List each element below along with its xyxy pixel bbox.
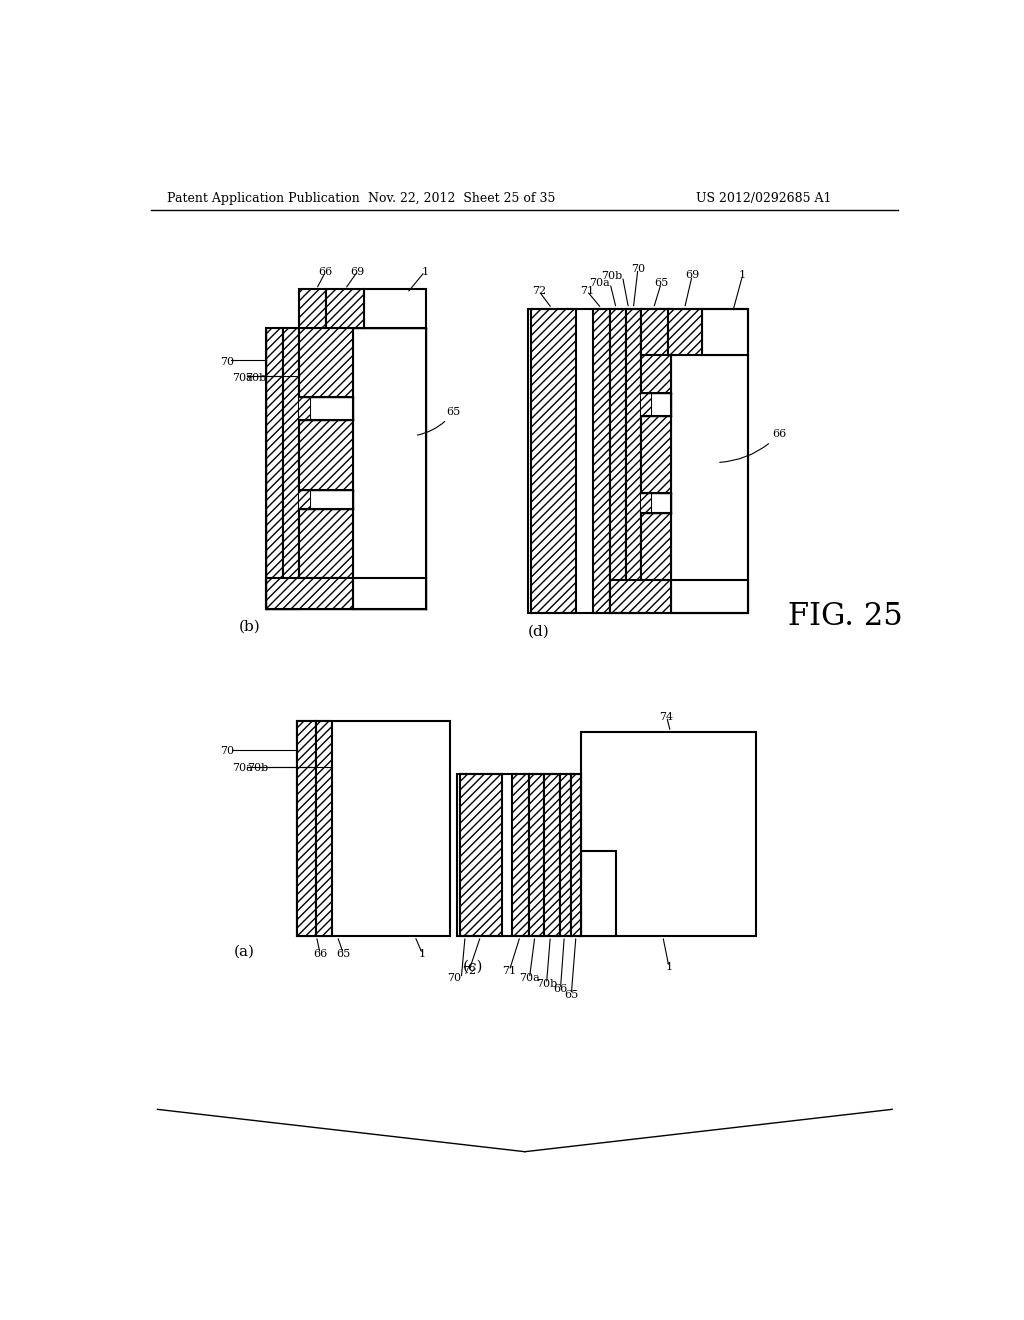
Bar xyxy=(352,578,426,609)
Text: 71: 71 xyxy=(502,966,516,975)
Bar xyxy=(582,851,616,936)
Bar xyxy=(641,494,651,512)
Bar xyxy=(571,775,582,936)
Bar xyxy=(528,309,748,612)
Text: 70a: 70a xyxy=(519,973,540,983)
Text: 70a: 70a xyxy=(589,279,610,288)
Bar xyxy=(641,512,671,581)
Bar xyxy=(299,420,352,490)
Bar xyxy=(528,775,544,936)
Text: 66: 66 xyxy=(313,949,328,958)
Text: 1: 1 xyxy=(421,267,428,277)
Bar xyxy=(326,289,365,327)
Bar xyxy=(641,494,651,512)
Text: 66: 66 xyxy=(318,267,333,277)
Bar xyxy=(582,733,756,936)
Bar xyxy=(316,721,332,936)
Text: 70a: 70a xyxy=(232,763,253,774)
Text: 69: 69 xyxy=(350,267,365,277)
Text: 66: 66 xyxy=(720,429,786,462)
Text: 70: 70 xyxy=(220,358,234,367)
Text: 65: 65 xyxy=(336,949,350,958)
Bar xyxy=(365,289,426,327)
Text: 70: 70 xyxy=(447,973,461,983)
Bar xyxy=(297,721,316,936)
Text: Patent Application Publication: Patent Application Publication xyxy=(167,191,360,205)
Text: 1: 1 xyxy=(739,271,746,280)
Text: US 2012/0292685 A1: US 2012/0292685 A1 xyxy=(695,191,831,205)
Bar xyxy=(671,355,748,612)
Text: 70a: 70a xyxy=(232,372,253,383)
Text: 70b: 70b xyxy=(536,979,557,989)
Bar xyxy=(626,309,641,612)
Text: 65: 65 xyxy=(654,279,669,288)
Text: 1: 1 xyxy=(666,962,673,972)
Bar xyxy=(701,309,748,355)
Bar xyxy=(297,721,450,936)
Text: 72: 72 xyxy=(462,966,476,975)
Bar xyxy=(531,309,575,612)
Bar xyxy=(641,309,669,355)
Text: 70: 70 xyxy=(220,746,234,756)
Bar xyxy=(610,309,626,612)
Text: 74: 74 xyxy=(659,711,674,722)
Bar xyxy=(593,309,610,612)
Text: 1: 1 xyxy=(419,949,426,958)
Text: 65: 65 xyxy=(564,990,579,999)
Bar xyxy=(610,581,671,612)
Text: 66: 66 xyxy=(553,985,567,994)
Bar xyxy=(299,490,310,508)
Bar xyxy=(544,775,560,936)
Bar xyxy=(266,327,283,609)
Text: 65: 65 xyxy=(418,407,461,436)
Bar xyxy=(352,327,426,609)
Text: 70b: 70b xyxy=(247,763,268,774)
Text: 70b: 70b xyxy=(246,372,266,383)
Text: (b): (b) xyxy=(239,619,260,634)
Text: 69: 69 xyxy=(685,271,699,280)
Bar xyxy=(641,393,651,416)
Text: 72: 72 xyxy=(531,286,546,296)
Bar xyxy=(641,393,651,416)
Bar xyxy=(299,397,310,420)
Bar xyxy=(641,416,671,494)
Text: (c): (c) xyxy=(463,960,483,974)
Bar xyxy=(669,309,701,355)
Bar xyxy=(641,309,671,393)
Bar xyxy=(299,508,352,578)
Text: 70b: 70b xyxy=(601,271,623,281)
Bar xyxy=(283,327,299,609)
Text: 71: 71 xyxy=(580,286,594,296)
Bar xyxy=(299,490,310,508)
Bar xyxy=(512,775,528,936)
Bar xyxy=(266,578,352,609)
Text: 70: 70 xyxy=(631,264,645,273)
Bar xyxy=(299,289,326,327)
Text: (d): (d) xyxy=(528,624,550,639)
Bar xyxy=(671,581,748,612)
Text: (a): (a) xyxy=(233,945,255,958)
Bar xyxy=(299,397,310,420)
Bar xyxy=(458,775,582,936)
Bar xyxy=(560,775,571,936)
Text: FIG. 25: FIG. 25 xyxy=(787,601,902,632)
Bar xyxy=(460,775,503,936)
Text: Nov. 22, 2012  Sheet 25 of 35: Nov. 22, 2012 Sheet 25 of 35 xyxy=(368,191,555,205)
Bar xyxy=(299,327,352,397)
